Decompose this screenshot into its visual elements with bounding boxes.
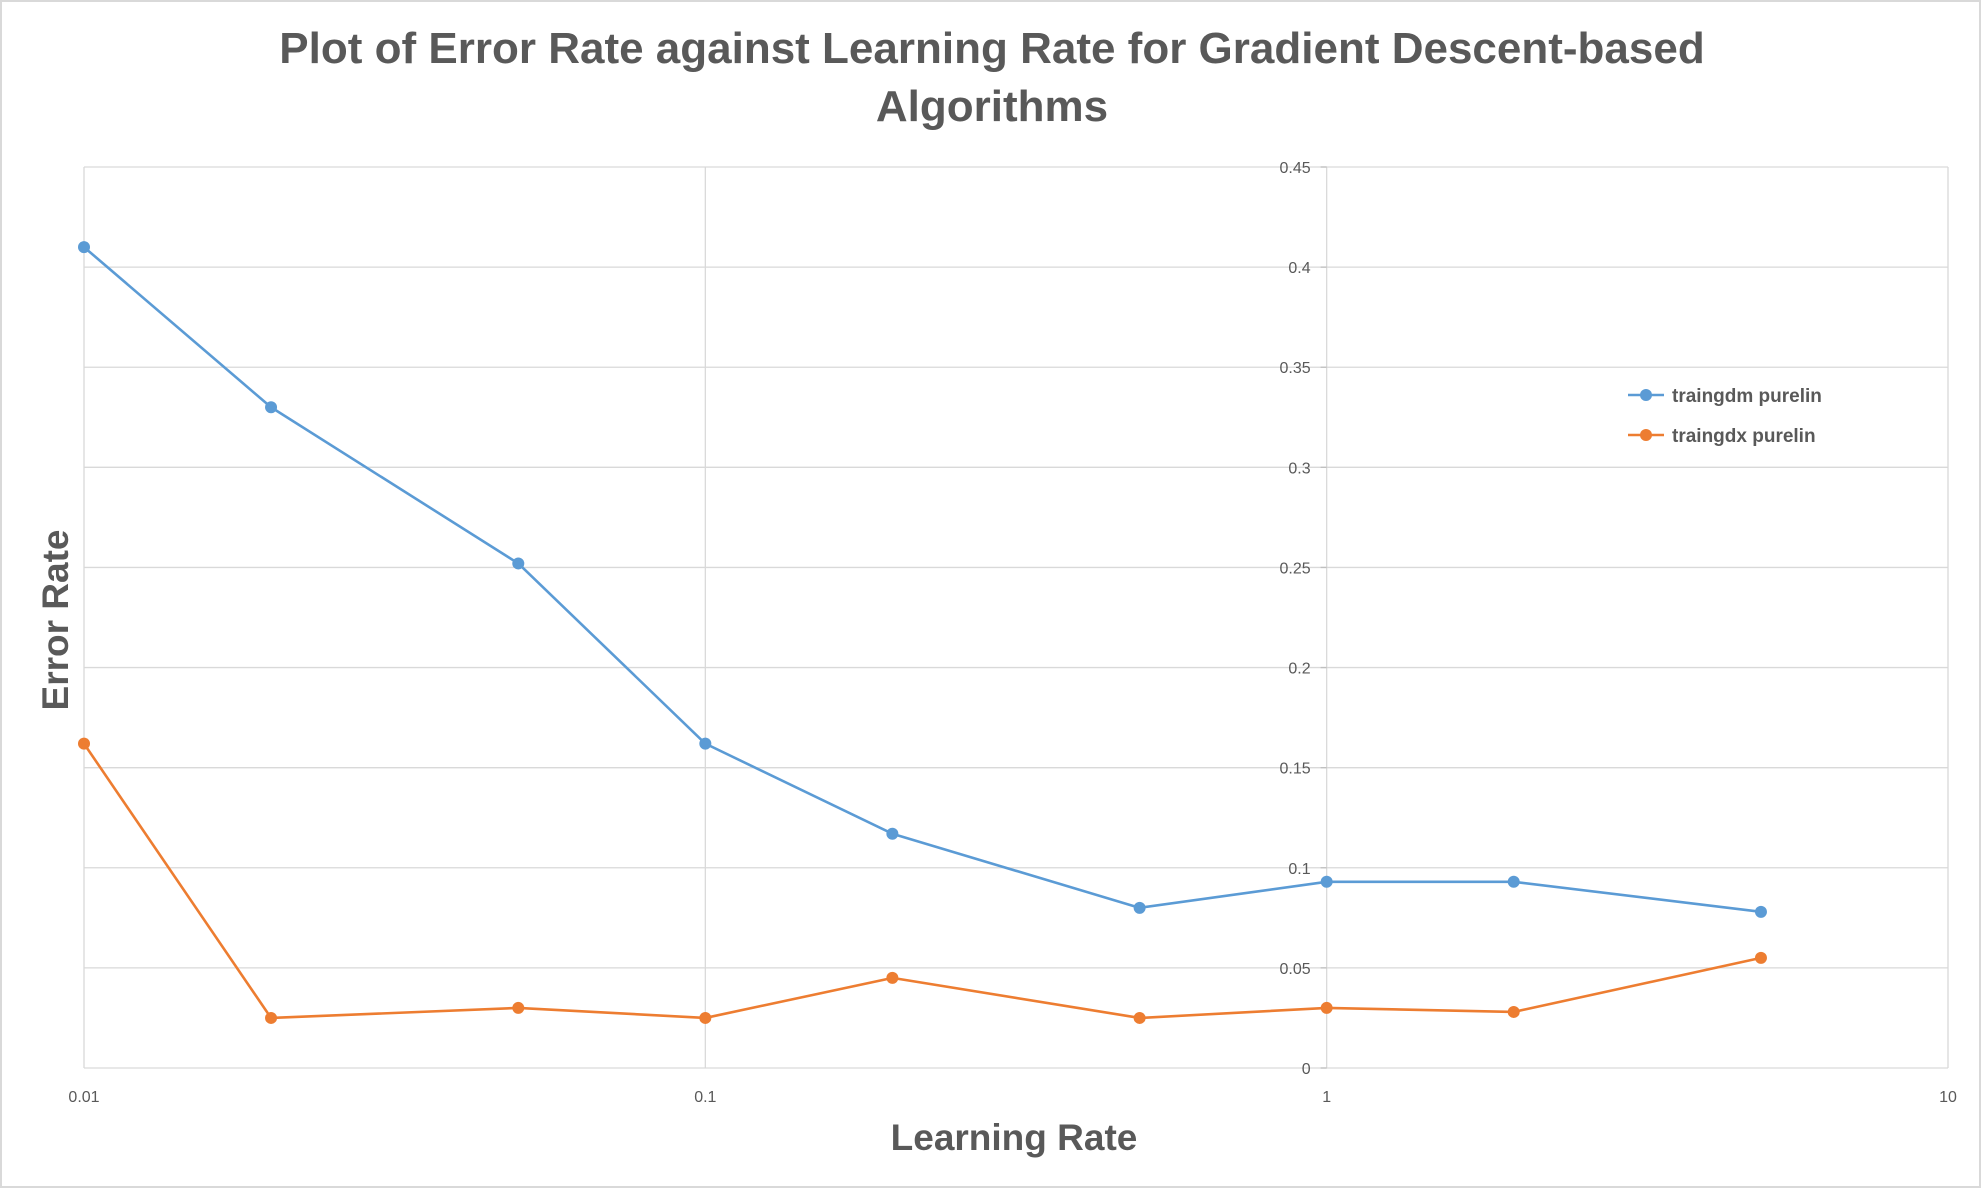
y-tick-label: 0.15 bbox=[1280, 761, 1311, 778]
y-tick-label: 0.25 bbox=[1280, 560, 1311, 577]
data-point bbox=[265, 1011, 278, 1024]
legend-label: traingdm purelin bbox=[1672, 386, 1822, 407]
data-point bbox=[1507, 875, 1520, 888]
x-tick-label: 0.01 bbox=[68, 1089, 99, 1106]
data-point bbox=[1754, 951, 1767, 964]
grid bbox=[83, 166, 1949, 1069]
data-point bbox=[78, 737, 90, 750]
data-point bbox=[1507, 1005, 1520, 1018]
y-tick-label: 0 bbox=[1302, 1061, 1311, 1078]
legend-marker bbox=[1640, 389, 1652, 401]
x-tick-label: 0.1 bbox=[694, 1089, 716, 1106]
y-tick-label: 0.4 bbox=[1288, 260, 1310, 277]
y-tick-label: 0.1 bbox=[1288, 861, 1310, 878]
legend: traingdm purelin traingdx purelin bbox=[1628, 386, 1822, 447]
y-tick-label: 0.35 bbox=[1280, 360, 1311, 377]
legend-marker bbox=[1640, 429, 1652, 441]
data-point bbox=[1133, 901, 1146, 914]
data-point bbox=[886, 971, 899, 984]
data-point bbox=[699, 1011, 712, 1024]
data-point bbox=[1320, 875, 1333, 888]
data-point bbox=[886, 827, 899, 840]
x-tick-label: 1 bbox=[1322, 1089, 1331, 1106]
x-tick-label: 10 bbox=[1939, 1089, 1957, 1106]
chart-title: Plot of Error Rate against Learning Rate… bbox=[279, 24, 1705, 131]
series-group bbox=[78, 241, 1767, 1024]
y-tick-label: 0.2 bbox=[1288, 661, 1310, 678]
data-point bbox=[1133, 1011, 1146, 1024]
series-line bbox=[83, 246, 1762, 914]
axes: 0 0.05 0.1 0.15 0.2 0.25 0.3 0.35 0.4 0.45 0.01 0.1… bbox=[68, 160, 1957, 1106]
data-point bbox=[512, 1001, 525, 1014]
data-point bbox=[512, 557, 525, 570]
x-axis-title: Learning Rate bbox=[891, 1117, 1138, 1158]
y-axis-title: Error Rate bbox=[35, 530, 76, 711]
y-tick-label: 0.45 bbox=[1280, 160, 1311, 177]
data-point bbox=[1320, 1001, 1333, 1014]
data-point bbox=[1754, 905, 1767, 918]
data-point bbox=[78, 241, 90, 254]
y-tick-label: 0.05 bbox=[1280, 961, 1311, 978]
data-point bbox=[699, 737, 712, 750]
legend-label: traingdx purelin bbox=[1672, 426, 1816, 447]
data-point bbox=[265, 401, 278, 414]
y-tick-label: 0.3 bbox=[1288, 460, 1310, 477]
